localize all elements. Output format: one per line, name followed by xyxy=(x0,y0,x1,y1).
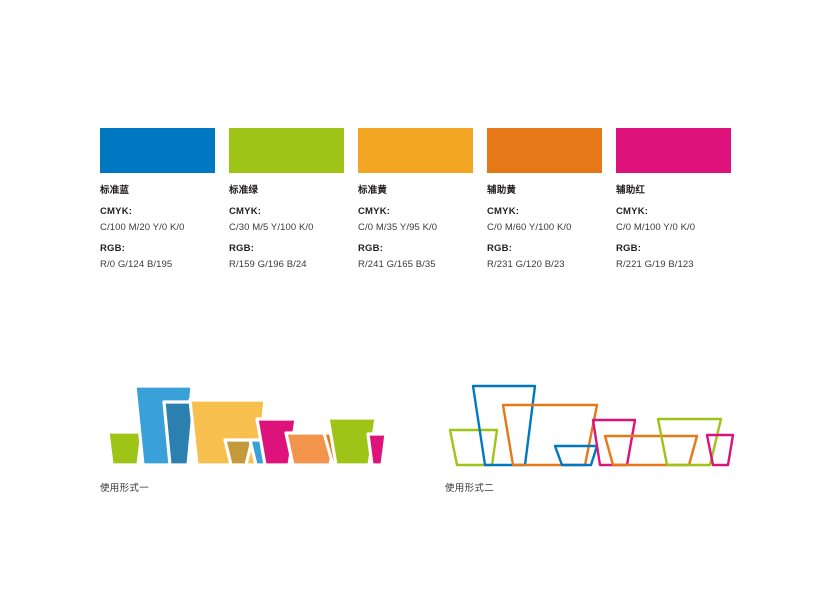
swatch-name-standard-green: 标准绿 xyxy=(229,185,259,196)
swatch-chip-standard-green xyxy=(229,128,344,173)
logo-shape-teal xyxy=(162,400,196,467)
logo-outline-artwork xyxy=(448,384,735,467)
logo-outline-green-left xyxy=(448,428,499,467)
logo-outline-blue-tall xyxy=(471,384,537,467)
swatch-cmyk-label-accent-yellow: CMYK: xyxy=(487,206,520,217)
logo-shape-green-wide xyxy=(326,416,378,467)
swatch-rgb-label-accent-yellow: RGB: xyxy=(487,243,513,254)
swatch-chip-accent-yellow xyxy=(487,128,602,173)
swatch-rgb-label-standard-blue: RGB: xyxy=(100,243,126,254)
logo-variant-filled: 使用形式一 xyxy=(100,378,390,495)
swatch-chip-standard-blue xyxy=(100,128,215,173)
swatch-cmyk-label-standard-green: CMYK: xyxy=(229,206,262,217)
swatch-rgb-value-accent-yellow: R/231 G/120 B/23 xyxy=(487,259,565,270)
swatch-name-standard-yellow: 标准黄 xyxy=(358,185,388,196)
logo-caption-one: 使用形式一 xyxy=(100,483,150,494)
swatch-rgb-label-standard-green: RGB: xyxy=(229,243,255,254)
swatch-cmyk-value-accent-yellow: C/0 M/60 Y/100 K/0 xyxy=(487,222,572,233)
swatch-chip-accent-red xyxy=(616,128,731,173)
swatch-rgb-value-standard-blue: R/0 G/124 B/195 xyxy=(100,259,173,270)
logo-caption-two: 使用形式二 xyxy=(445,483,495,494)
logo-filled-artwork xyxy=(106,384,388,467)
swatch-rgb-value-standard-green: R/159 G/196 B/24 xyxy=(229,259,307,270)
color-swatch-standard-yellow: 标准黄 CMYK: C/0 M/35 Y/95 K/0 RGB: R/241 G… xyxy=(358,128,480,271)
swatch-rgb-value-standard-yellow: R/241 G/165 B/35 xyxy=(358,259,436,270)
swatch-name-standard-blue: 标准蓝 xyxy=(100,185,130,196)
logo-shape-orange-wide xyxy=(284,431,338,467)
swatch-cmyk-value-standard-green: C/30 M/5 Y/100 K/0 xyxy=(229,222,314,233)
logo-shape-green-small xyxy=(106,430,144,467)
logo-shape-magenta-small xyxy=(366,432,388,467)
logo-outline-blue-small xyxy=(553,444,599,467)
logo-outline-orange-wide xyxy=(603,434,699,467)
color-swatch-standard-blue: 标准蓝 CMYK: C/100 M/20 Y/0 K/0 RGB: R/0 G/… xyxy=(100,128,222,271)
logo-outline-orange-large xyxy=(501,403,599,467)
swatch-name-accent-red: 辅助红 xyxy=(616,185,646,196)
logo-shape-gold-small xyxy=(223,438,254,467)
logo-variant-outline: 使用形式二 xyxy=(445,378,735,495)
swatch-cmyk-value-standard-blue: C/100 M/20 Y/0 K/0 xyxy=(100,222,185,233)
logo-shape-magenta xyxy=(255,417,298,467)
swatch-name-accent-yellow: 辅助黄 xyxy=(487,185,517,196)
swatch-cmyk-value-standard-yellow: C/0 M/35 Y/95 K/0 xyxy=(358,222,438,233)
swatch-rgb-label-accent-red: RGB: xyxy=(616,243,642,254)
swatch-cmyk-label-standard-blue: CMYK: xyxy=(100,206,133,217)
logo-outline-magenta-small xyxy=(705,433,735,467)
color-swatch-accent-yellow: 辅助黄 CMYK: C/0 M/60 Y/100 K/0 RGB: R/231 … xyxy=(487,128,609,271)
swatch-cmyk-label-accent-red: CMYK: xyxy=(616,206,649,217)
swatch-rgb-label-standard-yellow: RGB: xyxy=(358,243,384,254)
color-palette-row: 标准蓝 CMYK: C/100 M/20 Y/0 K/0 RGB: R/0 G/… xyxy=(100,128,780,278)
swatch-cmyk-label-standard-yellow: CMYK: xyxy=(358,206,391,217)
swatch-cmyk-value-accent-red: C/0 M/100 Y/0 K/0 xyxy=(616,222,696,233)
color-swatch-standard-green: 标准绿 CMYK: C/30 M/5 Y/100 K/0 RGB: R/159 … xyxy=(229,128,351,271)
logo-outline-magenta xyxy=(591,418,637,467)
logo-outline-green-right xyxy=(656,417,723,467)
swatch-rgb-value-accent-red: R/221 G/19 B/123 xyxy=(616,259,694,270)
swatch-chip-standard-yellow xyxy=(358,128,473,173)
color-swatch-accent-red: 辅助红 CMYK: C/0 M/100 Y/0 K/0 RGB: R/221 G… xyxy=(616,128,738,271)
